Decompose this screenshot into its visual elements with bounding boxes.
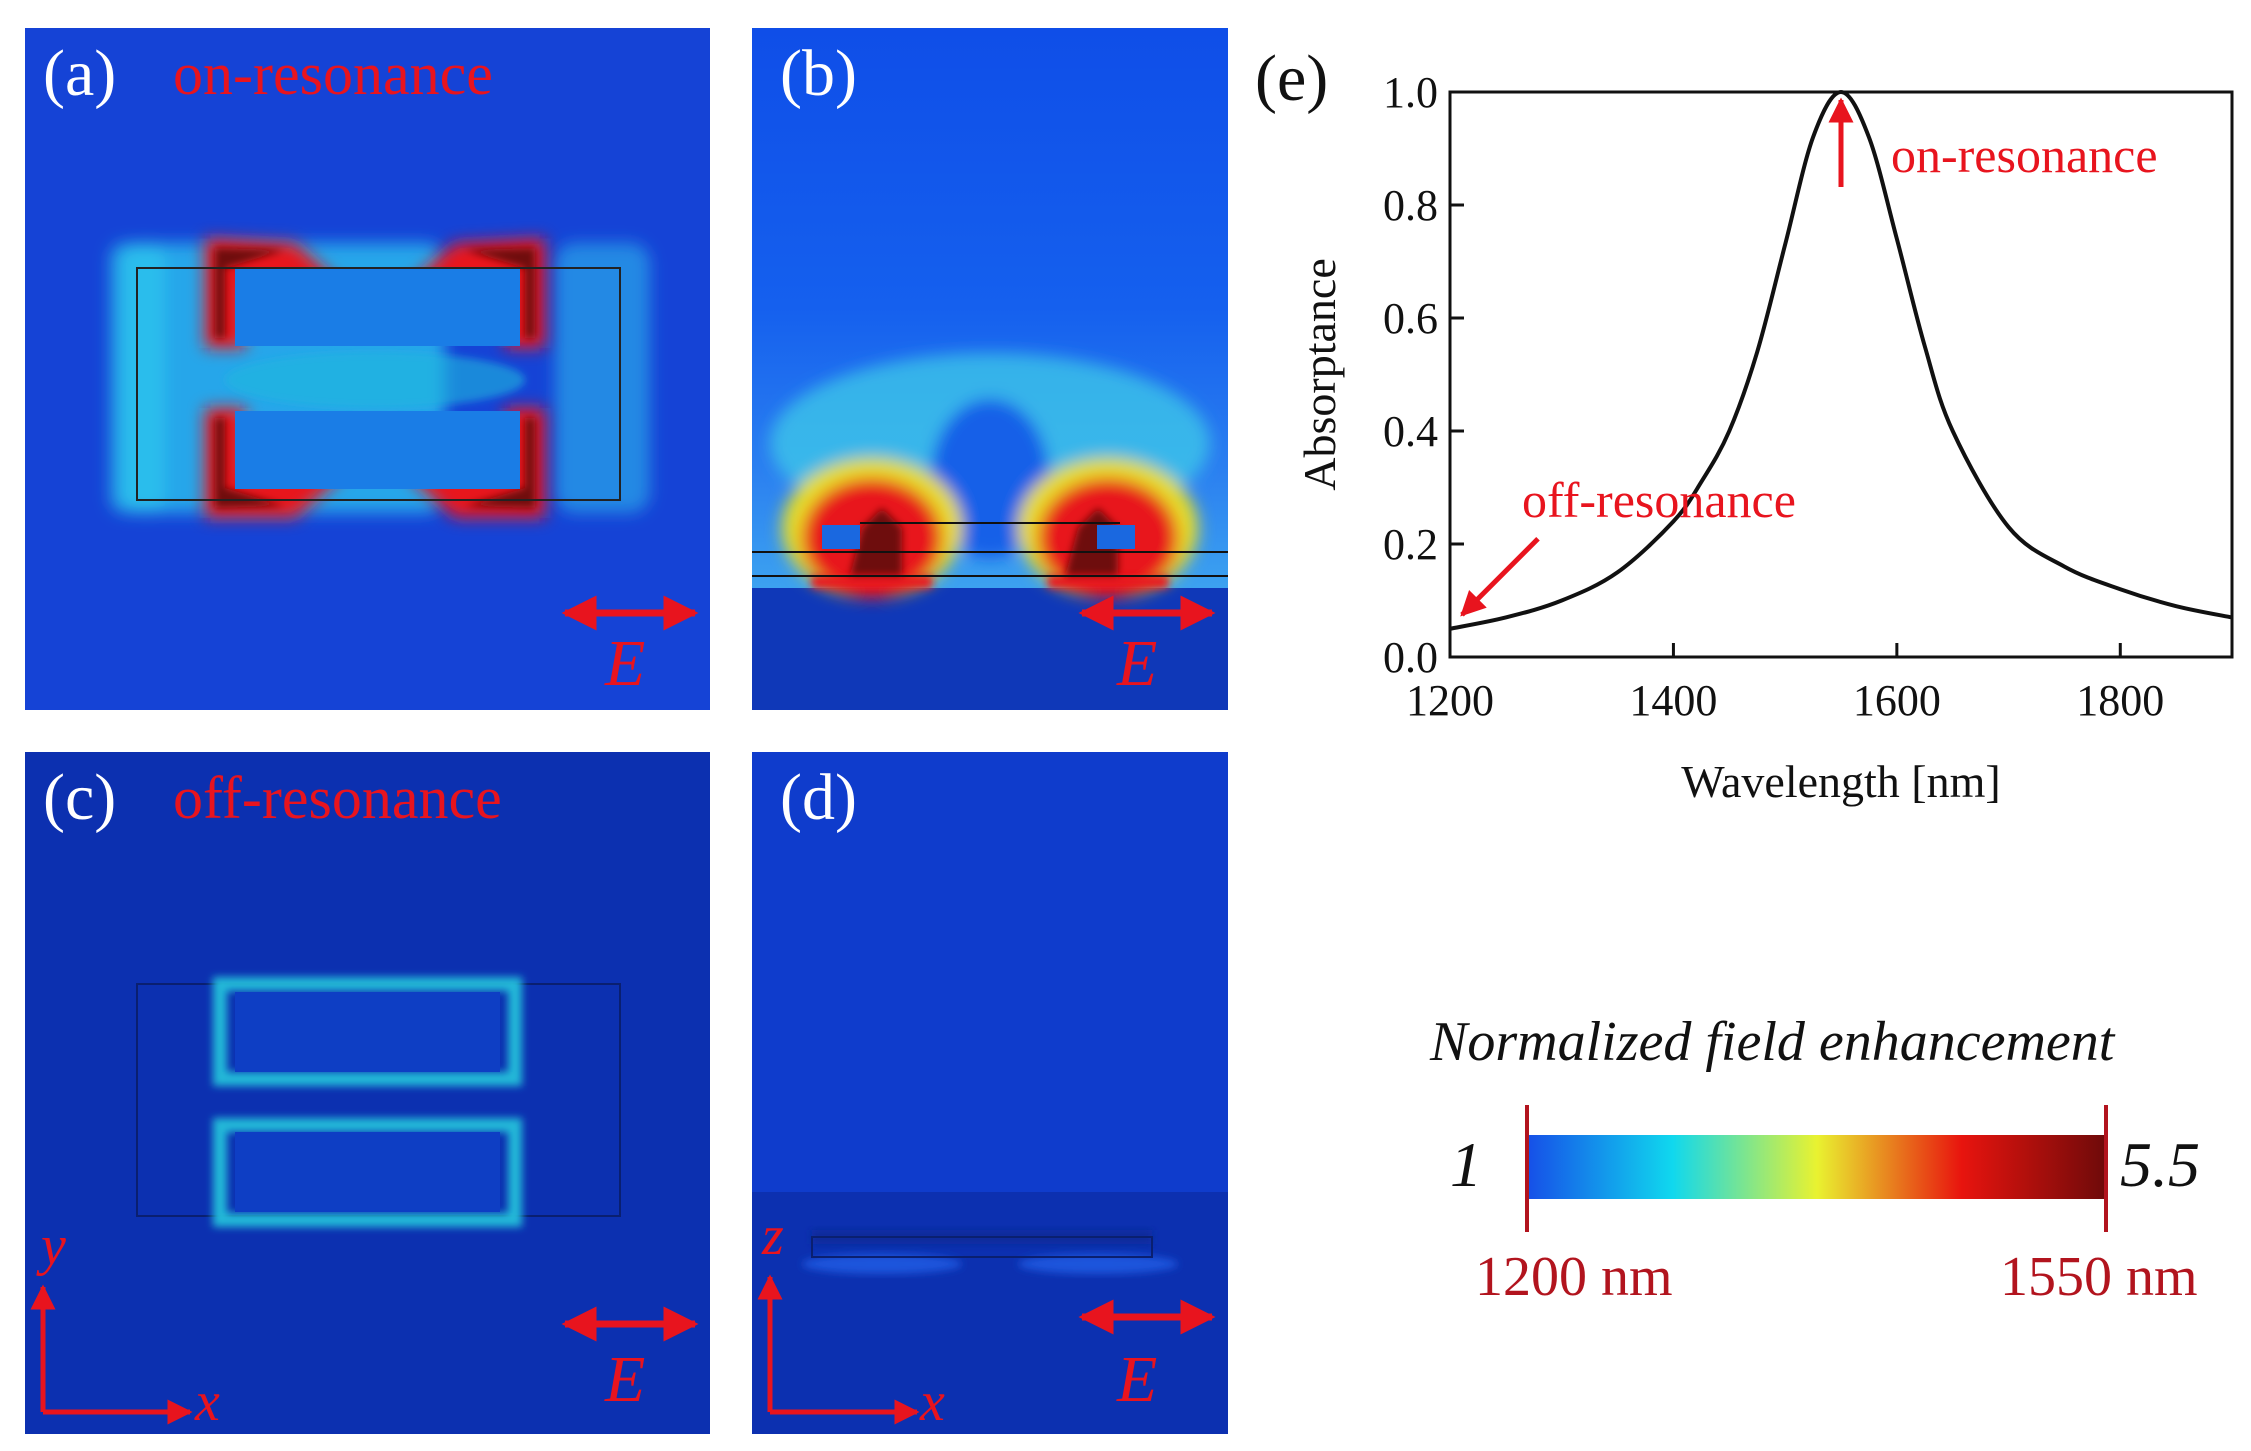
off-resonance-annotation: off-resonance <box>1522 472 1796 528</box>
panel-e-label: (e) <box>1255 42 1328 115</box>
panel-a-on-resonance-top-view: (a) on-resonance E <box>25 28 710 710</box>
y-axis-label: Absorptance <box>1294 258 1345 490</box>
panel-d-label: (d) <box>780 761 857 834</box>
panel-b-label: (b) <box>780 37 857 110</box>
colorbar-max-label: 5.5 <box>2120 1129 2200 1200</box>
panel-c-field-map <box>30 977 699 1425</box>
panel-a-label: (a) <box>43 37 117 110</box>
x-tick-label: 1800 <box>2076 676 2164 725</box>
panel-c-label: (c) <box>43 761 117 834</box>
panel-c-axis-y-label: y <box>41 1215 66 1277</box>
colorbar-left-wavelength: 1200 nm <box>1475 1246 1673 1308</box>
panel-c-axis-x-label: x <box>195 1371 220 1433</box>
panel-a-field-label: E <box>605 627 646 700</box>
colorbar-legend: Normalized field enhancement 1 5.5 1200 … <box>1400 1010 2240 1340</box>
panel-c-off-resonance-top-view: (c) off-resonance E y x <box>25 752 710 1434</box>
colorbar-min-label: 1 <box>1450 1129 1482 1200</box>
panel-a-field-map <box>110 238 699 631</box>
panel-b-field-map <box>752 28 1228 710</box>
colorbar-graphic <box>1525 1105 2108 1232</box>
panel-c-title: off-resonance <box>173 765 502 831</box>
y-tick-label: 0.8 <box>1383 181 1438 230</box>
x-tick-label: 1600 <box>1853 676 1941 725</box>
y-tick-label: 0.2 <box>1383 520 1438 569</box>
y-tick-label: 0.0 <box>1383 633 1438 682</box>
panel-b-on-resonance-side-view: (b) E <box>752 28 1228 710</box>
x-tick-label: 1200 <box>1406 676 1494 725</box>
panel-d-off-resonance-side-view: (d) E z x <box>752 752 1228 1434</box>
panel-d-axis-x-label: x <box>920 1371 945 1433</box>
panel-a-title: on-resonance <box>173 41 493 107</box>
y-tick-label: 1.0 <box>1383 68 1438 117</box>
on-resonance-annotation: on-resonance <box>1891 127 2158 183</box>
panel-d-field-label: E <box>1117 1343 1158 1416</box>
colorbar-title: Normalized field enhancement <box>1430 1011 2115 1073</box>
x-axis-label: Wavelength [nm] <box>1681 756 2000 807</box>
panel-b-field-label: E <box>1117 627 1158 700</box>
panel-c-field-label: E <box>605 1343 646 1416</box>
off-resonance-arrow <box>1460 536 1540 617</box>
colorbar-gradient <box>1528 1135 2106 1199</box>
colorbar-right-wavelength: 1550 nm <box>2000 1246 2198 1308</box>
panel-d-field-map <box>752 752 1228 1434</box>
panel-d-axis-z-label: z <box>762 1205 784 1267</box>
y-tick-label: 0.6 <box>1383 294 1438 343</box>
y-tick-label: 0.4 <box>1383 407 1438 456</box>
x-tick-label: 1400 <box>1629 676 1717 725</box>
absorptance-chart: (e) 1200 1400 1600 1800 0.0 0.2 0.4 0.6 0.8 1.0 Wa… <box>1255 42 2234 807</box>
